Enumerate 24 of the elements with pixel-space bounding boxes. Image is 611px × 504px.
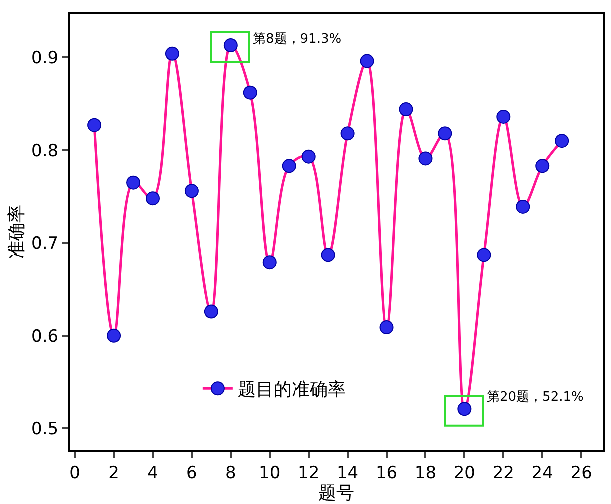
y-tick-label: 0.7 — [32, 234, 59, 254]
x-tick-label: 18 — [414, 463, 437, 484]
y-tick-label: 0.6 — [32, 326, 59, 347]
x-tick-label: 22 — [492, 463, 514, 484]
x-tick-label: 20 — [454, 463, 476, 484]
x-tick-label: 8 — [225, 463, 236, 484]
x-tick-label: 6 — [186, 463, 198, 484]
x-tick-label: 12 — [298, 463, 320, 484]
x-tick-label: 4 — [148, 463, 158, 484]
x-tick-label: 10 — [259, 463, 281, 484]
y-tick-label: 0.5 — [32, 420, 59, 440]
x-axis-title: 题号 — [318, 483, 354, 504]
annotation: 第8题，91.3% — [253, 32, 342, 47]
y-tick-label: 0.8 — [32, 141, 59, 162]
y-tick-label: 0.9 — [32, 48, 59, 69]
x-tick-label: 24 — [532, 463, 554, 484]
x-tick-label: 0 — [70, 463, 80, 484]
x-tick-label: 16 — [376, 463, 398, 484]
annotation: 第20题，52.1% — [487, 390, 584, 405]
x-tick-label: 14 — [336, 463, 359, 484]
x-tick-label: 2 — [108, 463, 120, 484]
y-axis-title: 准确率 — [6, 205, 28, 259]
legend-label: 题目的准确率 — [238, 380, 346, 401]
x-tick-label: 26 — [570, 463, 592, 484]
